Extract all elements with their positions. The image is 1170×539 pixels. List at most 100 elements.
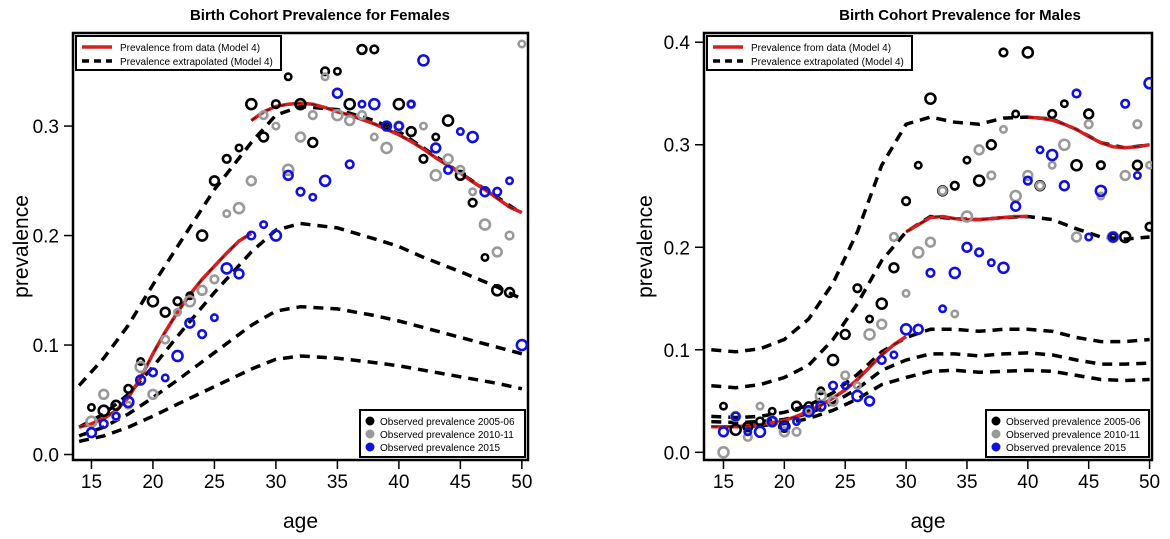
- observed-point: [792, 417, 802, 427]
- data-prevalence-line-dash: [250, 102, 523, 214]
- observed-point: [234, 143, 244, 153]
- legend-lines: Prevalence from data (Model 4) Prevalence…: [706, 35, 913, 71]
- legend-line-label: Prevalence extrapolated (Model 4): [751, 57, 904, 68]
- legend-point-swatch: [365, 416, 375, 426]
- observed-point: [270, 99, 282, 110]
- extrapolated-prevalence-line: [78, 304, 523, 438]
- extrapolated-prevalence-line: [78, 354, 523, 444]
- legend-point-label: Observed prevalence 2010-11: [380, 430, 514, 441]
- observed-point: [876, 318, 888, 330]
- observed-point: [429, 169, 443, 182]
- observed-point: [160, 334, 171, 345]
- legend-point-label: Observed prevalence 2015: [1006, 443, 1127, 454]
- observed-point: [208, 175, 221, 187]
- observed-point: [196, 284, 208, 296]
- observed-point: [1071, 88, 1082, 99]
- observed-point: [442, 153, 454, 165]
- observed-point: [85, 426, 98, 439]
- female-prevalence-chart: Birth Cohort Prevalence for Females 15 20 2…: [10, 7, 532, 533]
- legend-point-label: Observed prevalence 2005-06: [380, 417, 515, 428]
- observed-point: [490, 283, 504, 297]
- observed-point: [973, 144, 985, 156]
- observed-point: [1022, 175, 1033, 186]
- observed-point: [185, 291, 195, 301]
- observed-point: [901, 288, 911, 298]
- observed-point: [393, 120, 404, 132]
- observed-point: [754, 416, 766, 427]
- observed-point: [343, 114, 356, 127]
- observed-point: [778, 426, 791, 438]
- observed-point: [924, 236, 937, 248]
- y-tick-label: 0.2: [33, 227, 59, 248]
- observed-point: [455, 127, 465, 137]
- observed-point: [320, 72, 330, 82]
- observed-point: [1083, 119, 1094, 130]
- observed-point: [392, 97, 406, 111]
- legend-points-box: [359, 409, 526, 458]
- observed-point: [98, 418, 109, 429]
- observed-point: [295, 186, 306, 197]
- observed-point: [318, 174, 332, 188]
- observed-point: [742, 431, 753, 443]
- observed-point: [431, 132, 441, 142]
- observed-point: [743, 427, 753, 437]
- observed-point: [1009, 200, 1022, 212]
- observed-point: [972, 174, 986, 187]
- observed-point: [259, 220, 269, 230]
- observed-point: [478, 218, 492, 231]
- observed-point: [814, 389, 828, 403]
- observed-point: [913, 160, 923, 170]
- observed-point: [888, 231, 900, 243]
- observed-point: [827, 380, 839, 391]
- observed-point: [742, 420, 754, 433]
- observed-point: [815, 400, 827, 412]
- observed-point: [1084, 232, 1094, 242]
- observed-point: [730, 411, 741, 422]
- observed-point: [949, 180, 960, 191]
- observed-point: [863, 328, 876, 341]
- observed-point: [767, 406, 777, 416]
- observed-point: [1120, 98, 1131, 109]
- observed-point: [802, 405, 815, 418]
- observed-point: [779, 421, 790, 432]
- x-axis-label: age: [283, 510, 318, 533]
- observed-point: [986, 170, 997, 181]
- legend-point-swatch: [991, 429, 1001, 439]
- legend-point-label: Observed prevalence 2015: [380, 443, 501, 454]
- observed-point: [271, 121, 281, 131]
- legend-lines-box: [75, 35, 282, 71]
- observed-point: [172, 296, 183, 307]
- observed-point: [924, 92, 937, 105]
- data-prevalence-line: [711, 335, 908, 429]
- observed-point: [136, 356, 146, 366]
- observed-point: [468, 187, 478, 197]
- observed-point: [852, 381, 862, 391]
- observed-point: [195, 229, 209, 242]
- plot-area: [77, 39, 528, 444]
- observed-point: [357, 99, 367, 109]
- observed-point: [1132, 119, 1143, 130]
- observed-point: [466, 130, 479, 144]
- x-tick-label: 20: [774, 472, 795, 493]
- plot-area: [711, 46, 1152, 459]
- male-prevalence-chart: Birth Cohort Prevalence for Males 15 20 25 3…: [634, 7, 1160, 533]
- x-tick-label: 30: [896, 472, 917, 493]
- observed-point: [417, 54, 430, 67]
- observed-point: [233, 268, 245, 280]
- y-tick-label: 0.1: [33, 336, 59, 357]
- observed-point: [430, 142, 442, 154]
- observed-point: [479, 186, 491, 198]
- y-tick-label: 0.0: [33, 446, 59, 467]
- plot-frame: [71, 31, 530, 462]
- observed-point: [1070, 231, 1083, 243]
- observed-point: [308, 192, 318, 202]
- observed-point: [876, 354, 887, 366]
- legend-line-label: Prevalence extrapolated (Model 4): [120, 57, 273, 68]
- observed-point: [356, 110, 368, 121]
- x-tick-label: 35: [956, 472, 977, 493]
- observed-point: [827, 395, 839, 407]
- extrapolated-prevalence-line: [78, 221, 523, 429]
- legend-lines-box: [706, 35, 913, 71]
- observed-point: [1119, 169, 1131, 182]
- observed-point: [491, 246, 503, 258]
